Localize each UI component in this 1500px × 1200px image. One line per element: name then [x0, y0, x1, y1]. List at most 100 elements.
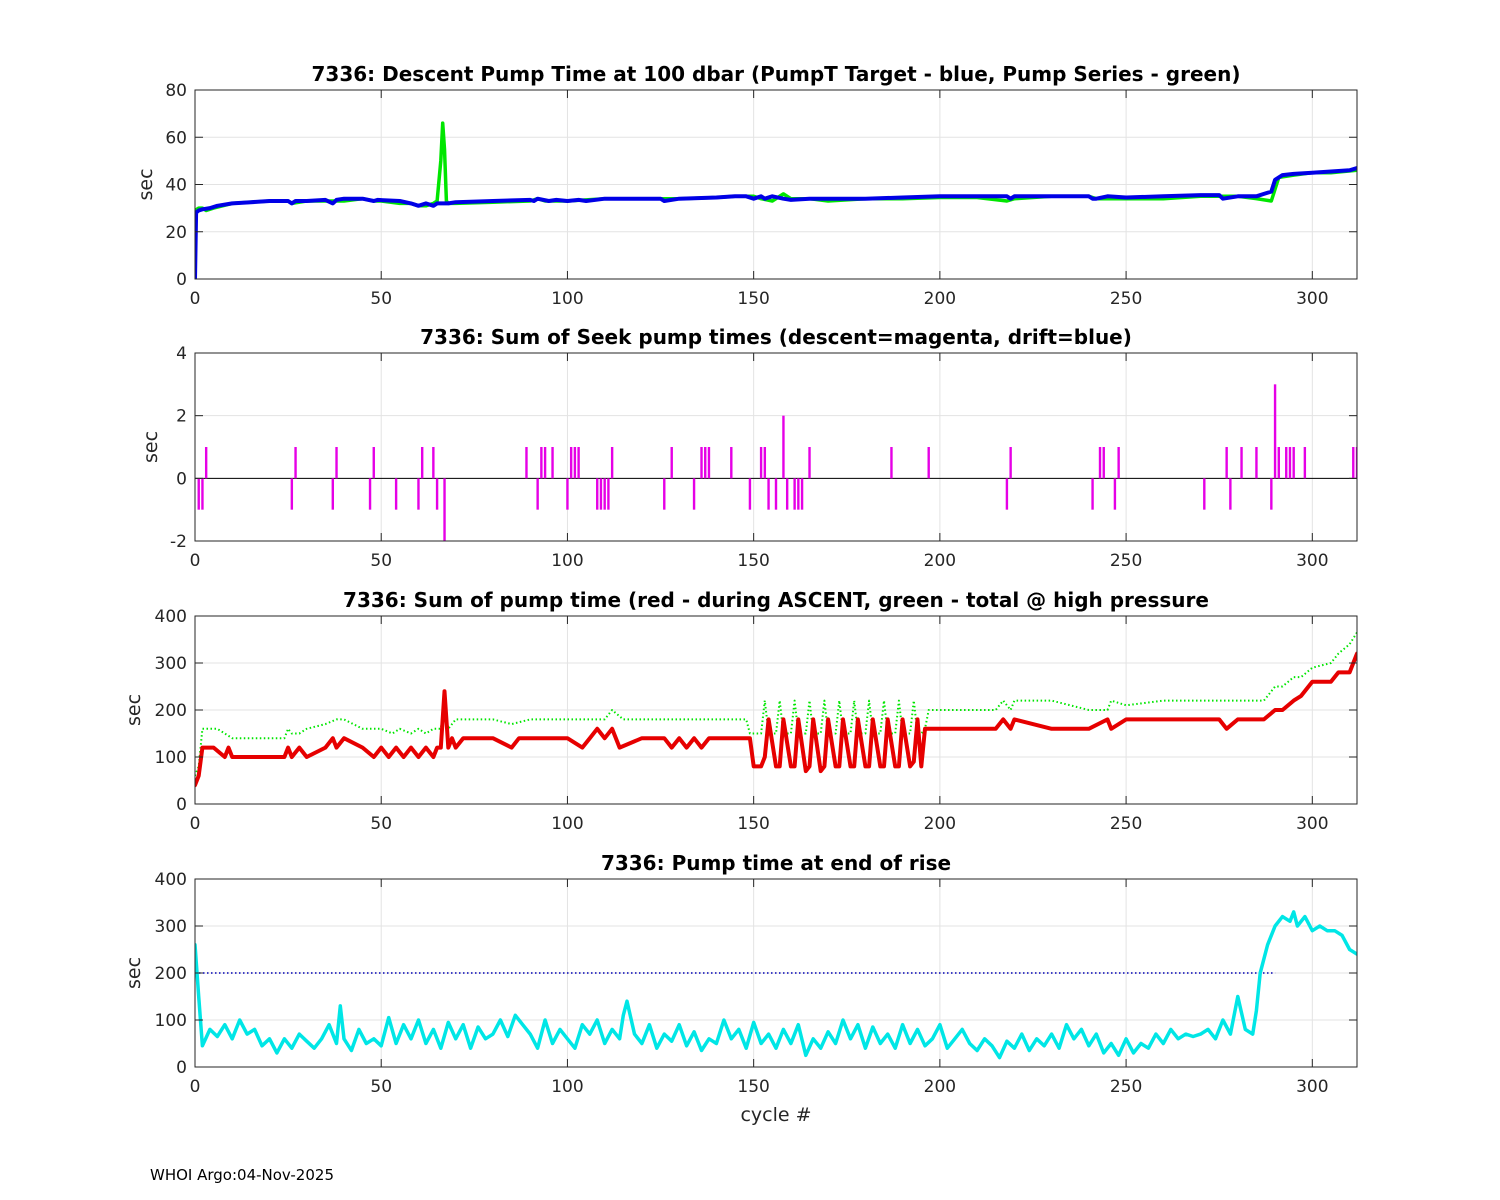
plot-area — [195, 631, 1357, 788]
x-tick-label: 150 — [737, 814, 769, 834]
bar — [1113, 478, 1117, 510]
bar — [1240, 447, 1243, 479]
x-tick-label: 50 — [370, 814, 392, 834]
bar — [670, 447, 673, 479]
series-line — [195, 910, 1357, 1060]
bar — [435, 478, 439, 510]
axes-box — [194, 352, 1358, 542]
bar — [763, 447, 767, 479]
panel-title: 7336: Sum of Seek pump times (descent=ma… — [420, 325, 1132, 349]
bar — [417, 478, 420, 510]
x-tick-label: 0 — [190, 1077, 201, 1097]
bar — [774, 478, 778, 510]
bar — [540, 447, 543, 479]
panel-title: 7336: Pump time at end of rise — [601, 851, 951, 875]
y-axis-label: sec — [123, 694, 145, 726]
bar — [1102, 447, 1105, 479]
bar — [335, 447, 338, 479]
bar — [551, 447, 554, 479]
x-tick-label: 100 — [551, 289, 583, 309]
bar — [759, 447, 763, 479]
y-tick-label: 200 — [155, 701, 187, 721]
y-tick-label: 0 — [176, 795, 187, 815]
bar — [808, 447, 811, 479]
y-axis-label: sec — [140, 431, 162, 463]
bar — [432, 447, 435, 479]
bar — [204, 447, 208, 479]
bar — [1229, 478, 1232, 510]
bar — [610, 447, 614, 479]
bar — [443, 478, 446, 541]
series-line — [195, 631, 1357, 777]
bar — [1203, 478, 1206, 510]
bar — [599, 478, 603, 510]
y-tick-label: 4 — [176, 344, 187, 364]
bar — [1288, 447, 1292, 479]
panel-title: 7336: Descent Pump Time at 100 dbar (Pum… — [312, 62, 1241, 86]
x-tick-label: 200 — [924, 551, 956, 571]
bar — [782, 415, 785, 479]
bar — [596, 478, 599, 510]
bar — [707, 447, 711, 479]
y-tick-label: -2 — [170, 532, 187, 552]
bar — [1117, 447, 1120, 479]
x-tick-label: 100 — [551, 551, 583, 571]
plot-area — [195, 910, 1357, 1060]
x-tick-label: 200 — [924, 289, 956, 309]
x-tick-label: 150 — [737, 289, 769, 309]
x-tick-label: 0 — [190, 289, 201, 309]
bar — [1255, 447, 1258, 479]
bar — [704, 447, 707, 479]
x-tick-label: 300 — [1296, 289, 1328, 309]
bar — [700, 447, 703, 479]
bar — [1009, 447, 1012, 479]
y-tick-label: 60 — [165, 128, 187, 148]
bar — [290, 478, 294, 510]
panel-descent-pump-time: 7336: Descent Pump Time at 100 dbar (Pum… — [135, 62, 1358, 309]
bar — [525, 447, 528, 479]
bar — [573, 447, 577, 479]
bar — [331, 478, 335, 510]
y-tick-label: 400 — [155, 607, 187, 627]
y-tick-label: 100 — [155, 1011, 187, 1031]
bar — [1005, 478, 1009, 510]
bar — [1292, 447, 1295, 479]
bar — [663, 478, 666, 510]
bar — [536, 478, 539, 510]
bar — [890, 447, 893, 479]
panel-sum-pump-time: 7336: Sum of pump time (red - during ASC… — [123, 588, 1358, 834]
bar — [1098, 447, 1102, 479]
bar — [294, 447, 297, 479]
x-tick-label: 50 — [370, 289, 392, 309]
bar — [372, 447, 375, 479]
bar — [569, 447, 573, 479]
x-tick-label: 250 — [1110, 551, 1142, 571]
x-tick-label: 300 — [1296, 814, 1328, 834]
x-tick-label: 50 — [370, 551, 392, 571]
bar — [1225, 447, 1228, 479]
bar — [577, 447, 580, 479]
y-tick-label: 2 — [176, 407, 187, 427]
bar — [603, 478, 606, 510]
x-tick-label: 200 — [924, 1077, 956, 1097]
x-tick-label: 100 — [551, 814, 583, 834]
x-tick-label: 150 — [737, 551, 769, 571]
y-axis-label: sec — [123, 957, 145, 989]
bar — [800, 478, 804, 510]
y-tick-label: 100 — [155, 748, 187, 768]
x-axis-label: cycle # — [740, 1104, 811, 1126]
bar — [785, 478, 789, 510]
y-tick-label: 300 — [155, 917, 187, 937]
plot-area — [195, 384, 1357, 541]
y-tick-label: 300 — [155, 654, 187, 674]
x-tick-label: 250 — [1110, 1077, 1142, 1097]
y-tick-label: 20 — [165, 223, 187, 243]
x-tick-label: 50 — [370, 1077, 392, 1097]
x-tick-label: 0 — [190, 814, 201, 834]
y-tick-label: 200 — [155, 964, 187, 984]
x-tick-label: 300 — [1296, 1077, 1328, 1097]
bar — [793, 478, 796, 510]
bar — [368, 478, 372, 510]
bar — [767, 478, 770, 510]
y-tick-label: 0 — [176, 270, 187, 290]
